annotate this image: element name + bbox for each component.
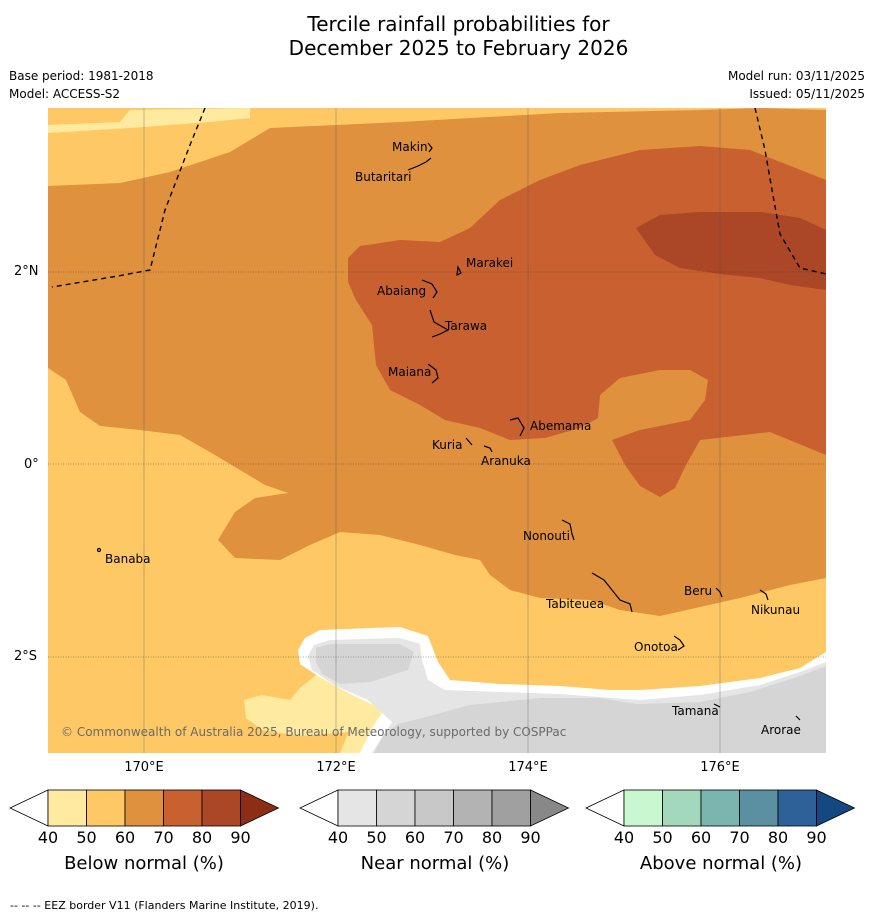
lon-label-170e: 170°E [124,760,164,775]
colorbar-below-tick: 60 [114,828,136,847]
issued-date: Issued: 05/11/2025 [749,87,865,101]
colorbar-near-over [530,789,570,827]
label-maiana: Maiana [388,365,431,379]
lon-label-174e: 174°E [508,760,548,775]
colorbar-near-segment [414,789,454,827]
colorbar-below [9,789,280,827]
colorbar-below-over [240,789,280,827]
eez-footnote: -- -- -- EEZ border V11 (Flanders Marine… [10,899,319,912]
island-outlines [96,142,801,721]
label-butaritari: Butaritari [355,170,412,184]
label-arorae: Arorae [761,723,801,737]
label-nonouti: Nonouti [523,529,570,543]
colorbar-above [585,789,856,827]
colorbar-above-tick: 80 [767,828,789,847]
label-beru: Beru [684,584,712,598]
colorbar-below-tick: 50 [76,828,97,847]
colorbar-near-tick: 60 [404,828,426,847]
label-onotoa: Onotoa [634,640,678,654]
colorbar-above-label: Above normal (%) [639,853,803,874]
chart-title: Tercile rainfall probabilities for Decem… [0,12,873,60]
label-banaba: Banaba [105,552,151,566]
region-near-50-60-south [374,666,826,753]
colorbar-near-segment [491,789,531,827]
lat-label-2n: 2°N [14,264,39,279]
probability-map: Makin Butaritari Marakei Abaiang Tarawa … [48,108,826,753]
colorbar-above-segment [739,789,779,827]
colorbar-near-tick: 70 [443,828,464,847]
colorbar-above-under [585,789,625,827]
colorbar-near-tick: 40 [327,828,349,847]
colorbar-below-tick: 90 [230,828,251,847]
colorbar-below-tick: 40 [37,828,59,847]
colorbar-near-tick: 80 [481,828,503,847]
colorbar-above-tick: 50 [652,828,673,847]
colorbar-above-segment [700,789,740,827]
region-near-50-60-west [316,644,414,684]
label-tamana: Tamana [671,704,719,718]
label-makin: Makin [392,140,428,154]
colorbar-above-tick: 70 [729,828,750,847]
colorbar-near-under [299,789,339,827]
lat-label-0: 0° [24,457,39,472]
colorbar-below-segment [86,789,126,827]
lon-label-176e: 176°E [700,760,740,775]
model-run: Model run: 03/11/2025 [727,69,865,83]
lon-label-172e: 172°E [316,760,356,775]
colorbar-below-label: Below normal (%) [64,853,224,874]
colorbar-near [299,789,570,827]
colorbar-below-tick: 70 [153,828,174,847]
eez-border [51,108,826,288]
colorbar-above-tick: 60 [690,828,712,847]
colorbar-near-segment [337,789,377,827]
base-period: Base period: 1981-2018 [9,69,154,83]
colorbar-above-tick: 90 [806,828,827,847]
colorbar-above-segment [777,789,817,827]
colorbar-above-tick: 40 [613,828,635,847]
meta-left: Base period: 1981-2018 Model: ACCESS-S2 [9,67,154,103]
colorbar-near-tick: 50 [366,828,387,847]
label-tabiteuea: Tabiteuea [545,597,604,611]
model-name: Model: ACCESS-S2 [9,87,121,101]
map-svg: Makin Butaritari Marakei Abaiang Tarawa … [48,108,826,753]
colorbar-below-segment [201,789,241,827]
island-labels: Makin Butaritari Marakei Abaiang Tarawa … [105,140,801,737]
meta-right: Model run: 03/11/2025 Issued: 05/11/2025 [728,67,865,103]
label-marakei: Marakei [466,256,513,270]
colorbar-near-segment [376,789,416,827]
colorbar-below-segment [124,789,164,827]
lat-label-2s: 2°S [14,649,38,664]
title-line-2: December 2025 to February 2026 [288,36,629,60]
label-tarawa: Tarawa [444,319,487,333]
colorbar-above-segment [623,789,663,827]
graticule [143,108,721,753]
colorbar-above-over [816,789,856,827]
colorbar-near-tick: 90 [520,828,541,847]
lat-lines [48,271,826,658]
label-nikunau: Nikunau [751,603,800,617]
colorbar-below-segment [163,789,203,827]
title-line-1: Tercile rainfall probabilities for [307,12,610,36]
region-below-80-90 [636,212,826,290]
label-aranuka: Aranuka [481,454,531,468]
copyright-text: © Commonwealth of Australia 2025, Bureau… [61,725,566,739]
label-abaiang: Abaiang [377,284,426,298]
colorbar-near-segment [453,789,493,827]
colorbar-below-under [9,789,49,827]
label-abemama: Abemama [530,419,591,433]
colorbar-below-tick: 80 [191,828,213,847]
colorbars [9,789,856,827]
colorbar-near-label: Near normal (%) [360,853,510,874]
colorbar-below-segment [47,789,87,827]
region-below-40-50-north [48,108,250,133]
colorbar-above-segment [662,789,702,827]
label-kuria: Kuria [432,438,463,452]
